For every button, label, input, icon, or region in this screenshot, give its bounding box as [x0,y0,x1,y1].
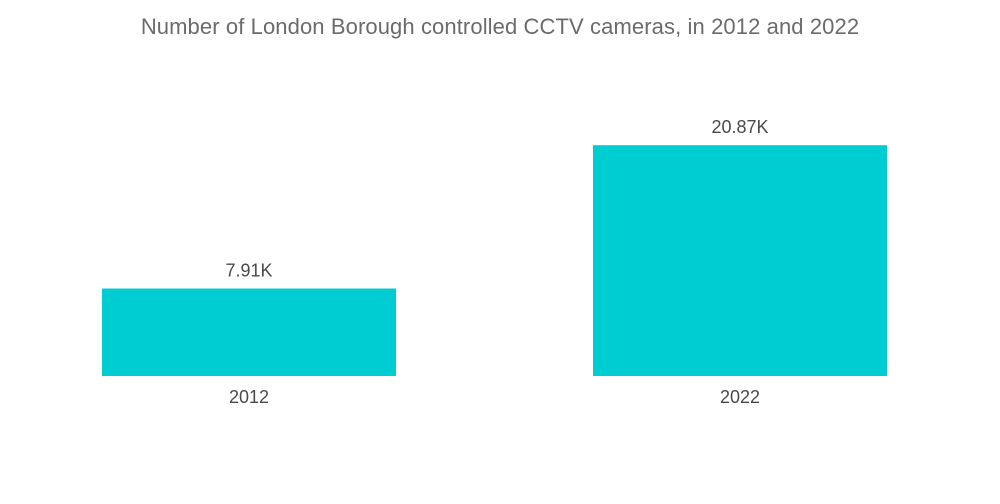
x-tick-label-2022: 2022 [720,387,760,407]
bars-layer [102,145,887,376]
data-label-2022: 20.87K [711,117,768,137]
bar-2012 [102,288,396,376]
x-tick-label-2012: 2012 [229,387,269,407]
bar-2022 [593,145,887,376]
data-label-2012: 7.91K [225,261,272,281]
chart-title: Number of London Borough controlled CCTV… [140,14,860,39]
labels-layer: 7.91K 2012 20.87K 2022 [225,117,768,407]
